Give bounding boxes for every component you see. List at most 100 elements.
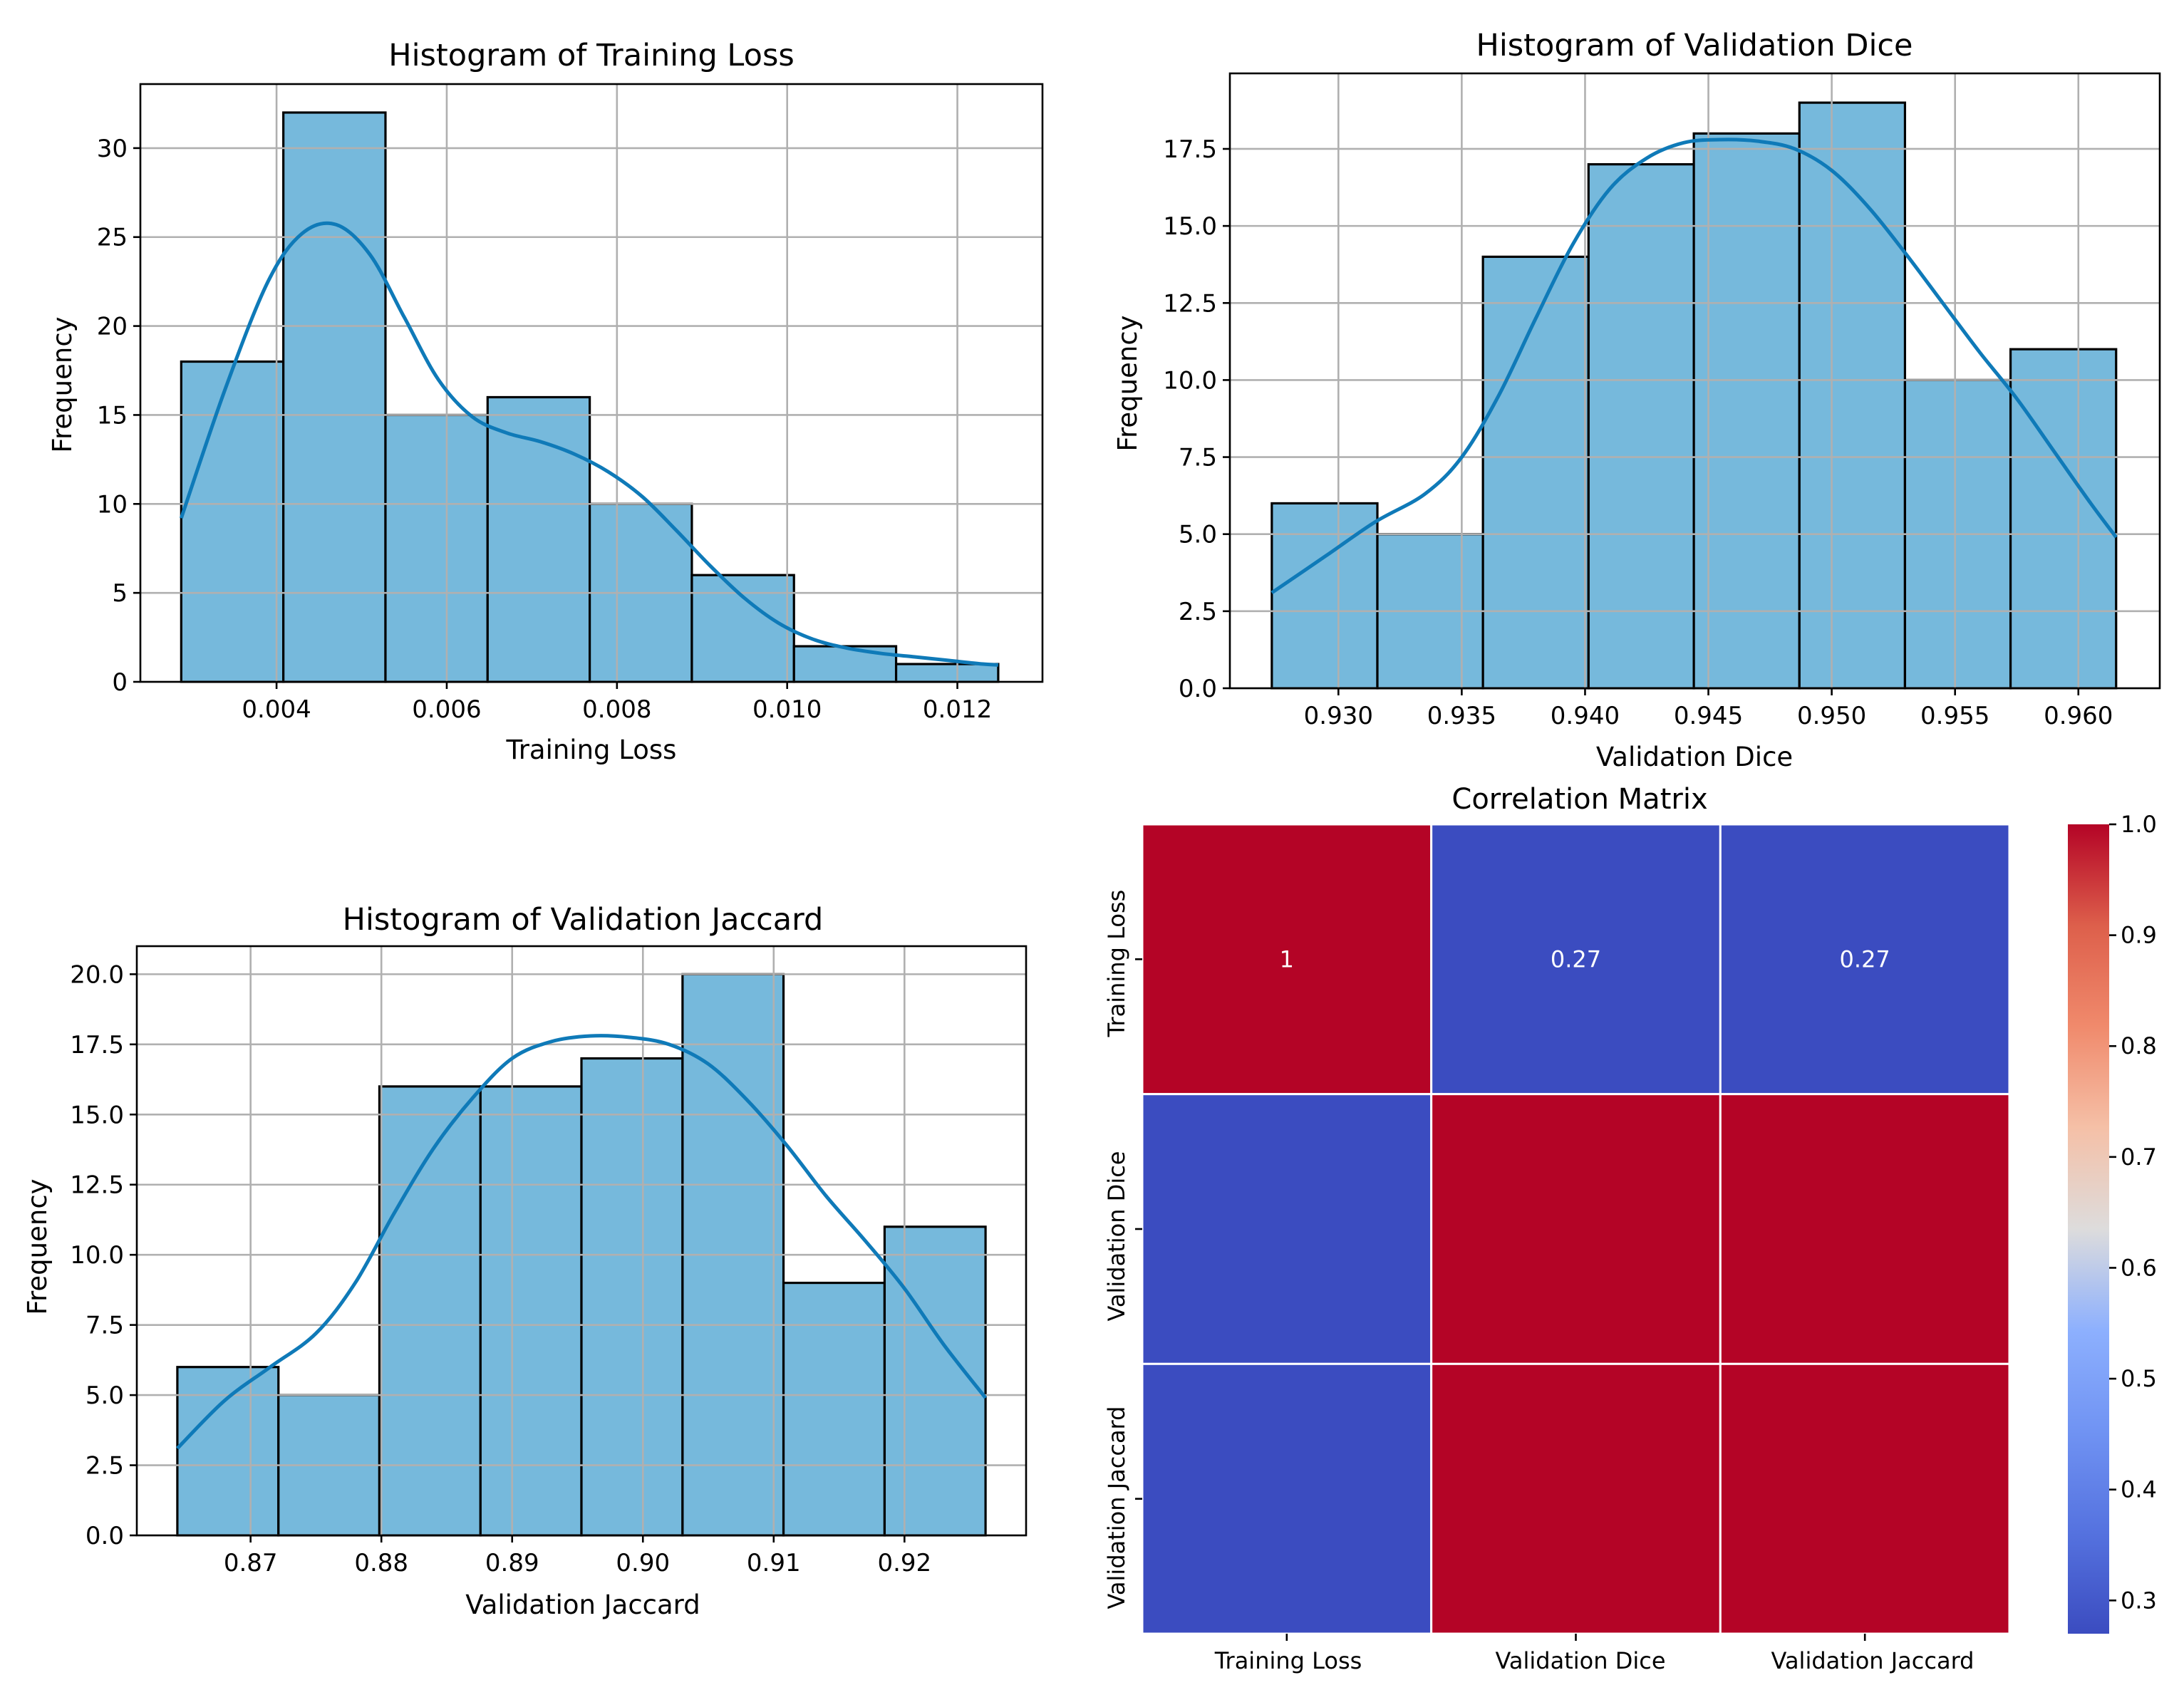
histogram-bar — [1798, 101, 1907, 690]
training-loss-histogram: Histogram of Training Loss Training Loss… — [47, 38, 1044, 765]
histogram-bar — [479, 1085, 583, 1537]
y-tick-label: Validation Dice — [1103, 1151, 1130, 1322]
validation-jaccard-histogram: Histogram of Validation Jaccard Validati… — [22, 902, 1028, 1620]
histogram-bar — [176, 1366, 280, 1537]
axes-frame — [135, 945, 1028, 1537]
y-tick-label: 5.0 — [86, 1381, 124, 1410]
heatmap-cell — [1430, 1362, 1722, 1635]
histogram-bar — [580, 1057, 684, 1537]
histogram-bar — [690, 574, 795, 683]
histogram-bar — [180, 360, 285, 683]
histogram-bar — [378, 1085, 482, 1537]
y-tick-label: 25 — [97, 224, 128, 252]
y-axis-label: Frequency — [22, 1178, 53, 1315]
heatmap-cell — [1430, 1093, 1722, 1365]
kde-line — [176, 1034, 988, 1450]
colorbar-tick-label: 0.6 — [2121, 1254, 2157, 1281]
x-axis-label: Validation Dice — [1596, 742, 1793, 772]
heatmap-cell — [1719, 823, 2011, 1096]
x-tick-label: 0.87 — [224, 1549, 278, 1577]
colorbar-tick-label: 0.9 — [2121, 922, 2157, 949]
x-tick-label: 0.960 — [2044, 702, 2113, 730]
x-tick-label: 0.940 — [1551, 702, 1620, 730]
chart-title: Correlation Matrix — [1451, 783, 1707, 816]
y-tick-label: Validation Jaccard — [1103, 1406, 1130, 1609]
histogram-bar — [384, 413, 489, 683]
cell-annotation: 1 — [1280, 945, 1294, 973]
colorbar-tick-label: 1.0 — [2121, 811, 2157, 838]
histogram-bar — [782, 1281, 886, 1537]
kde-line — [1270, 138, 2118, 594]
y-tick-label: 10.0 — [1163, 366, 1217, 395]
x-tick-label: 0.935 — [1427, 702, 1496, 730]
x-axis-label: Validation Jaccard — [465, 1590, 700, 1620]
y-tick-label: 20.0 — [70, 960, 124, 989]
x-tick-label: 0.89 — [485, 1549, 539, 1577]
y-tick-label: 15.0 — [70, 1101, 124, 1129]
y-tick-label: 7.5 — [1179, 444, 1217, 472]
heatmap-cell — [1141, 823, 1433, 1096]
x-tick-label: 0.010 — [752, 695, 822, 724]
cell-annotation: 0.27 — [1840, 945, 1890, 973]
y-tick-label: 17.5 — [70, 1031, 124, 1059]
colorbar-tick-label: 0.7 — [2121, 1144, 2157, 1171]
x-tick-label: Validation Jaccard — [1771, 1647, 1975, 1674]
colorbar-tick-label: 0.5 — [2121, 1365, 2157, 1392]
colorbar-tick-label: 0.8 — [2121, 1032, 2157, 1059]
x-tick-label: 0.90 — [616, 1549, 670, 1577]
x-tick-label: Validation Dice — [1496, 1647, 1666, 1674]
x-tick-label: 0.012 — [923, 695, 992, 724]
colorbar-tick-label: 0.4 — [2121, 1476, 2157, 1503]
y-tick-label: 7.5 — [86, 1312, 124, 1340]
x-tick-label: 0.950 — [1797, 702, 1866, 730]
y-tick-label: Training Loss — [1103, 890, 1130, 1038]
x-tick-label: Training Loss — [1214, 1647, 1362, 1674]
y-tick-label: 10.0 — [70, 1241, 124, 1270]
histogram-bar — [894, 663, 1000, 683]
heatmap-cell — [1141, 1362, 1433, 1635]
y-tick-label: 5.0 — [1179, 521, 1217, 549]
heatmap-cell — [1430, 823, 1722, 1096]
y-tick-label: 15 — [97, 401, 128, 430]
cell-annotation: 0.27 — [1551, 945, 1601, 973]
x-tick-label: 0.88 — [354, 1549, 408, 1577]
x-tick-label: 0.930 — [1304, 702, 1373, 730]
correlation-heatmap: Correlation Matrix Training Loss Validat… — [1103, 783, 2157, 1674]
y-tick-label: 2.5 — [1179, 598, 1217, 626]
y-tick-label: 0 — [112, 668, 128, 697]
y-tick-label: 2.5 — [86, 1452, 124, 1481]
y-tick-label: 17.5 — [1163, 135, 1217, 164]
colorbar-tick-label: 0.3 — [2121, 1587, 2157, 1614]
x-tick-label: 0.008 — [582, 695, 651, 724]
x-tick-label: 0.955 — [1920, 702, 1989, 730]
validation-dice-histogram: Histogram of Validation Dice Validation … — [1112, 28, 2161, 772]
histogram-bar — [282, 111, 387, 683]
y-tick-label: 12.5 — [1163, 289, 1217, 318]
histogram-bar — [486, 395, 591, 683]
y-tick-label: 12.5 — [70, 1171, 124, 1200]
heatmap-cell — [1719, 1093, 2011, 1365]
chart-title: Histogram of Validation Jaccard — [343, 902, 824, 938]
x-tick-label: 0.945 — [1674, 702, 1743, 730]
y-tick-label: 30 — [97, 135, 128, 163]
heatmap-cell — [1719, 1362, 2011, 1635]
y-tick-label: 15.0 — [1163, 212, 1217, 241]
kde-line — [179, 221, 999, 667]
histogram-bar — [2009, 348, 2118, 690]
histogram-bar — [1692, 132, 1801, 690]
y-axis-label: Frequency — [1112, 315, 1143, 451]
x-tick-label: 0.92 — [877, 1549, 931, 1577]
colorbar — [2068, 824, 2109, 1634]
chart-title: Histogram of Training Loss — [388, 38, 795, 73]
y-tick-label: 5 — [112, 579, 128, 608]
y-tick-label: 10 — [97, 490, 128, 519]
y-axis-label: Frequency — [47, 316, 78, 452]
x-tick-label: 0.006 — [412, 695, 481, 724]
histogram-bar — [1481, 255, 1590, 690]
histogram-bar — [1587, 163, 1695, 690]
chart-title: Histogram of Validation Dice — [1476, 28, 1913, 63]
axes-frame — [139, 83, 1044, 683]
y-tick-label: 20 — [97, 313, 128, 341]
heatmap-cell — [1141, 1093, 1433, 1365]
